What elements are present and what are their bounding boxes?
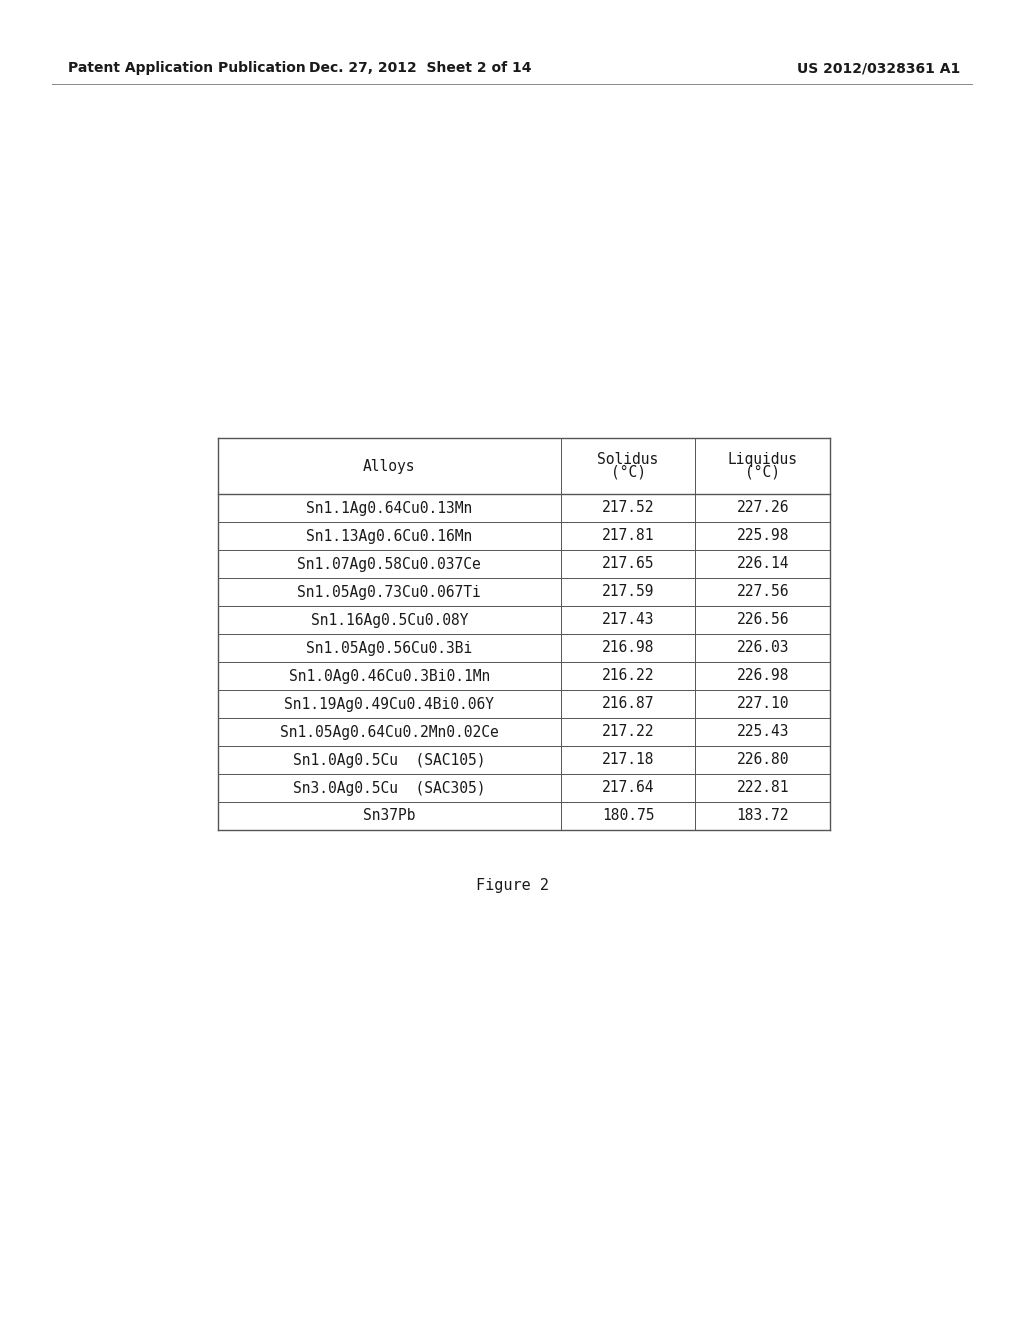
- Text: 217.64: 217.64: [602, 780, 654, 796]
- Text: 216.87: 216.87: [602, 697, 654, 711]
- Text: Liquidus: Liquidus: [728, 453, 798, 467]
- Text: Sn1.16Ag0.5Cu0.08Y: Sn1.16Ag0.5Cu0.08Y: [310, 612, 468, 627]
- Text: 217.52: 217.52: [602, 500, 654, 516]
- Text: 226.80: 226.80: [736, 752, 788, 767]
- Text: Sn37Pb: Sn37Pb: [364, 808, 416, 824]
- Text: Sn1.13Ag0.6Cu0.16Mn: Sn1.13Ag0.6Cu0.16Mn: [306, 528, 472, 544]
- Text: Solidus: Solidus: [597, 453, 658, 467]
- Text: 183.72: 183.72: [736, 808, 788, 824]
- Text: Alloys: Alloys: [364, 458, 416, 474]
- Text: 216.98: 216.98: [602, 640, 654, 656]
- Text: US 2012/0328361 A1: US 2012/0328361 A1: [797, 61, 961, 75]
- Text: Sn1.05Ag0.64Cu0.2Mn0.02Ce: Sn1.05Ag0.64Cu0.2Mn0.02Ce: [280, 725, 499, 739]
- Text: (°C): (°C): [610, 465, 645, 479]
- Text: Sn3.0Ag0.5Cu  (SAC305): Sn3.0Ag0.5Cu (SAC305): [293, 780, 485, 796]
- Text: 227.56: 227.56: [736, 585, 788, 599]
- Text: Patent Application Publication: Patent Application Publication: [68, 61, 306, 75]
- Text: 226.98: 226.98: [736, 668, 788, 684]
- Text: Sn1.0Ag0.5Cu  (SAC105): Sn1.0Ag0.5Cu (SAC105): [293, 752, 485, 767]
- Text: Figure 2: Figure 2: [475, 878, 549, 894]
- Text: 227.26: 227.26: [736, 500, 788, 516]
- Text: Sn1.19Ag0.49Cu0.4Bi0.06Y: Sn1.19Ag0.49Cu0.4Bi0.06Y: [285, 697, 495, 711]
- Text: 217.81: 217.81: [602, 528, 654, 544]
- Text: (°C): (°C): [745, 465, 780, 479]
- Text: Sn1.1Ag0.64Cu0.13Mn: Sn1.1Ag0.64Cu0.13Mn: [306, 500, 472, 516]
- Text: 225.43: 225.43: [736, 725, 788, 739]
- Text: Sn1.05Ag0.56Cu0.3Bi: Sn1.05Ag0.56Cu0.3Bi: [306, 640, 472, 656]
- Text: 217.43: 217.43: [602, 612, 654, 627]
- Text: 222.81: 222.81: [736, 780, 788, 796]
- Text: Sn1.0Ag0.46Cu0.3Bi0.1Mn: Sn1.0Ag0.46Cu0.3Bi0.1Mn: [289, 668, 490, 684]
- Text: 180.75: 180.75: [602, 808, 654, 824]
- Text: 226.56: 226.56: [736, 612, 788, 627]
- Text: 226.14: 226.14: [736, 557, 788, 572]
- Text: 225.98: 225.98: [736, 528, 788, 544]
- Text: 217.18: 217.18: [602, 752, 654, 767]
- Text: Sn1.07Ag0.58Cu0.037Ce: Sn1.07Ag0.58Cu0.037Ce: [298, 557, 481, 572]
- Text: 216.22: 216.22: [602, 668, 654, 684]
- Text: Sn1.05Ag0.73Cu0.067Ti: Sn1.05Ag0.73Cu0.067Ti: [298, 585, 481, 599]
- Text: 227.10: 227.10: [736, 697, 788, 711]
- Text: 226.03: 226.03: [736, 640, 788, 656]
- Text: 217.59: 217.59: [602, 585, 654, 599]
- Text: Dec. 27, 2012  Sheet 2 of 14: Dec. 27, 2012 Sheet 2 of 14: [309, 61, 531, 75]
- Text: 217.22: 217.22: [602, 725, 654, 739]
- Text: 217.65: 217.65: [602, 557, 654, 572]
